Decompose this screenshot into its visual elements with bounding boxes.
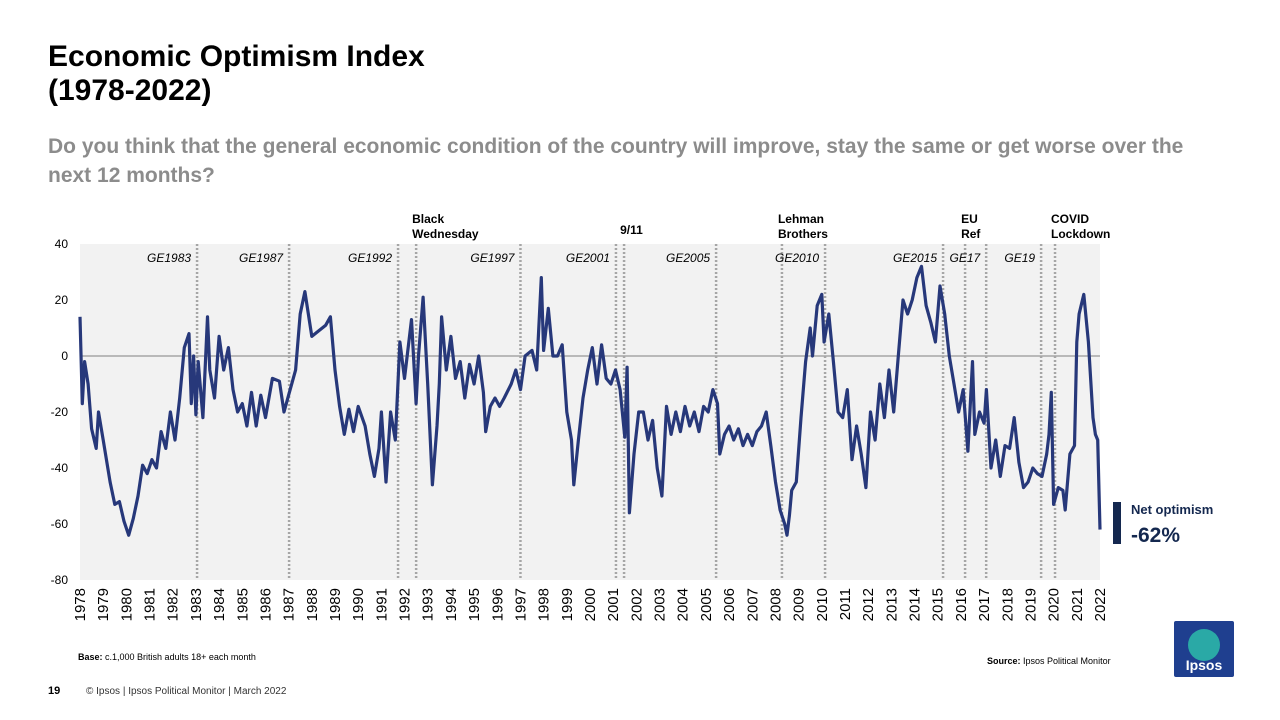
page-number: 19 xyxy=(48,685,61,697)
x-tick-label: 1981 xyxy=(142,588,159,621)
x-tick-label: 2003 xyxy=(652,588,669,621)
source-label: Source: xyxy=(987,656,1021,666)
event-label: Lockdown xyxy=(1051,227,1110,241)
x-tick-label: 2014 xyxy=(907,588,924,621)
x-tick-label: 1986 xyxy=(257,588,274,621)
source-text: Ipsos Political Monitor xyxy=(1023,656,1111,666)
event-label: COVID xyxy=(1051,212,1089,226)
x-tick-label: 2012 xyxy=(860,588,877,621)
callout-bar xyxy=(1113,502,1121,544)
x-tick-label: 1996 xyxy=(489,588,506,621)
y-tick-label: 20 xyxy=(55,293,69,307)
source-note: Source: Ipsos Political Monitor xyxy=(987,656,1111,666)
y-tick-label: 40 xyxy=(55,237,69,251)
base-label: Base: xyxy=(78,652,103,662)
subtitle: Do you think that the general economic c… xyxy=(48,135,1184,187)
x-tick-label: 1982 xyxy=(165,588,182,621)
y-tick-label: -80 xyxy=(51,573,69,587)
title: Economic Optimism Index (1978-2022) xyxy=(48,40,425,108)
x-tick-label: 2020 xyxy=(1046,588,1063,621)
y-tick-label: -40 xyxy=(51,461,69,475)
logo: Ipsos xyxy=(1174,621,1234,677)
logo-text: Ipsos xyxy=(1185,657,1223,673)
event-label: Black xyxy=(412,212,444,226)
x-tick-label: 2009 xyxy=(791,588,808,621)
x-tick-label: 1978 xyxy=(72,588,89,621)
event-label: EU xyxy=(961,212,978,226)
x-tick-label: 1987 xyxy=(281,588,298,621)
x-tick-label: 2000 xyxy=(582,588,599,621)
x-tick-label: 1979 xyxy=(95,588,112,621)
x-tick-label: 2011 xyxy=(837,588,854,620)
x-tick-label: 2004 xyxy=(675,588,692,621)
event-label: GE1987 xyxy=(239,251,284,265)
event-label: GE1997 xyxy=(470,251,515,265)
x-tick-label: 2001 xyxy=(605,588,622,621)
y-tick-label: 0 xyxy=(61,349,68,363)
event-label: GE1992 xyxy=(348,251,392,265)
x-tick-label: 2015 xyxy=(930,588,947,621)
x-tick-label: 1994 xyxy=(443,588,460,621)
event-label: GE2005 xyxy=(666,251,710,265)
x-tick-label: 2008 xyxy=(767,588,784,621)
x-tick-label: 1991 xyxy=(373,588,390,621)
x-tick-label: 1990 xyxy=(350,588,367,621)
event-label: GE2015 xyxy=(893,251,937,265)
plot-background xyxy=(80,244,1100,580)
event-label: Ref xyxy=(961,227,981,241)
x-tick-label: 2019 xyxy=(1022,588,1039,621)
event-label: GE2010 xyxy=(775,251,819,265)
x-tick-label: 2013 xyxy=(883,588,900,621)
x-tick-label: 1992 xyxy=(397,588,414,621)
event-label: GE17 xyxy=(949,251,981,265)
x-tick-label: 1999 xyxy=(559,588,576,621)
callout-title: Net optimism xyxy=(1131,502,1213,517)
y-tick-label: -60 xyxy=(51,517,69,531)
x-tick-label: 1995 xyxy=(466,588,483,621)
event-label: GE1983 xyxy=(147,251,191,265)
data-line xyxy=(78,264,1102,537)
x-tick-label: 1980 xyxy=(118,588,135,621)
x-tick-label: 2007 xyxy=(744,588,761,621)
event-label: Brothers xyxy=(778,227,828,241)
x-tick-label: 1983 xyxy=(188,588,205,621)
x-tick-label: 2006 xyxy=(721,588,738,621)
event-label: Wednesday xyxy=(412,227,479,241)
base-text: c.1,000 British adults 18+ each month xyxy=(105,652,256,662)
event-label: Lehman xyxy=(778,212,824,226)
x-tick-label: 2018 xyxy=(999,588,1016,621)
x-tick-label: 2016 xyxy=(953,588,970,621)
x-tick-label: 1988 xyxy=(304,588,321,621)
event-label: 9/11 xyxy=(620,223,643,237)
callout-value: -62% xyxy=(1131,524,1180,547)
y-tick-label: -20 xyxy=(51,405,69,419)
title-line: (1978-2022) xyxy=(48,74,212,107)
x-tick-label: 2002 xyxy=(628,588,645,621)
x-tick-label: 1998 xyxy=(536,588,553,621)
copyright: © Ipsos | Ipsos Political Monitor | Marc… xyxy=(86,686,287,697)
event-label: GE19 xyxy=(1004,251,1035,265)
x-tick-label: 2022 xyxy=(1092,588,1109,621)
title-line: Economic Optimism Index xyxy=(48,40,425,73)
x-tick-label: 1997 xyxy=(512,588,529,621)
x-tick-label: 2005 xyxy=(698,588,715,621)
x-tick-label: 2017 xyxy=(976,588,993,621)
base-note: Base: c.1,000 British adults 18+ each mo… xyxy=(78,652,256,662)
x-tick-label: 1984 xyxy=(211,588,228,621)
x-tick-label: 1985 xyxy=(234,588,251,621)
x-tick-label: 1993 xyxy=(420,588,437,621)
x-tick-label: 2010 xyxy=(814,588,831,621)
event-label: GE2001 xyxy=(566,251,610,265)
x-tick-label: 2021 xyxy=(1069,588,1086,621)
x-tick-label: 1989 xyxy=(327,588,344,621)
